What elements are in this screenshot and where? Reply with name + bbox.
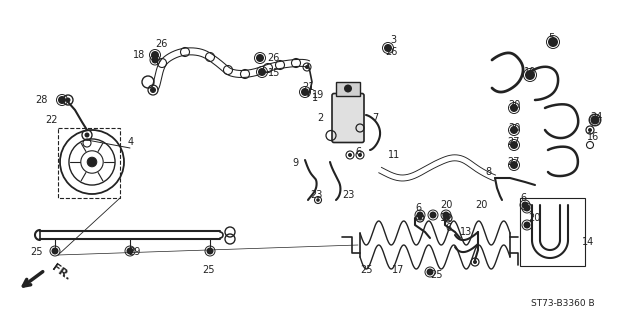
Circle shape — [151, 51, 159, 59]
Text: 17: 17 — [392, 265, 404, 275]
Circle shape — [548, 37, 558, 47]
Bar — [58, 128, 120, 198]
Text: 23: 23 — [310, 190, 323, 200]
Circle shape — [256, 54, 264, 62]
Text: 15: 15 — [268, 68, 280, 78]
Text: 1: 1 — [312, 93, 318, 103]
Circle shape — [417, 212, 424, 219]
Text: FR.: FR. — [50, 262, 72, 282]
FancyBboxPatch shape — [332, 93, 364, 142]
Circle shape — [152, 57, 159, 63]
Text: 2: 2 — [317, 113, 323, 123]
Text: ST73-B3360 B: ST73-B3360 B — [531, 299, 595, 308]
Text: 25: 25 — [202, 265, 214, 275]
Text: 12: 12 — [440, 213, 452, 223]
Text: 20: 20 — [508, 100, 520, 110]
Text: 20: 20 — [440, 200, 452, 210]
Circle shape — [348, 153, 352, 157]
Text: 22: 22 — [45, 115, 58, 125]
Circle shape — [522, 202, 529, 209]
Circle shape — [510, 104, 518, 112]
Text: 6: 6 — [355, 147, 361, 157]
Text: 28: 28 — [35, 95, 47, 105]
Circle shape — [384, 44, 392, 52]
Text: 14: 14 — [582, 237, 595, 247]
Circle shape — [510, 126, 518, 134]
Circle shape — [426, 268, 433, 276]
Text: 25: 25 — [360, 265, 372, 275]
Text: 19: 19 — [312, 90, 324, 100]
Text: 8: 8 — [485, 167, 491, 177]
Circle shape — [51, 247, 58, 254]
Circle shape — [591, 116, 599, 124]
Circle shape — [87, 157, 97, 167]
Text: 25: 25 — [30, 247, 42, 257]
Text: 24: 24 — [590, 112, 602, 122]
Circle shape — [588, 128, 592, 132]
Text: 10: 10 — [524, 67, 536, 77]
Text: 23: 23 — [342, 190, 355, 200]
Circle shape — [84, 132, 90, 138]
Text: 20: 20 — [475, 200, 488, 210]
Text: 13: 13 — [460, 227, 472, 237]
Text: 3: 3 — [390, 35, 396, 45]
Text: 21: 21 — [302, 82, 314, 92]
Circle shape — [127, 247, 134, 254]
Circle shape — [525, 70, 535, 80]
Text: 27: 27 — [507, 137, 520, 147]
Text: 20: 20 — [528, 213, 540, 223]
Text: 4: 4 — [128, 137, 134, 147]
Text: 20: 20 — [508, 123, 520, 133]
Text: 6: 6 — [520, 193, 526, 203]
Circle shape — [524, 221, 531, 228]
Circle shape — [358, 153, 362, 157]
Text: 18: 18 — [133, 50, 145, 60]
Circle shape — [446, 216, 450, 220]
Text: 11: 11 — [388, 150, 400, 160]
Text: 29: 29 — [128, 247, 140, 257]
Circle shape — [344, 84, 352, 92]
Circle shape — [524, 204, 531, 212]
Circle shape — [429, 212, 436, 219]
Text: 26: 26 — [267, 53, 280, 63]
Text: 7: 7 — [372, 113, 378, 123]
Text: 27: 27 — [507, 157, 520, 167]
Circle shape — [418, 216, 422, 220]
Circle shape — [207, 247, 214, 254]
Circle shape — [442, 212, 449, 219]
Circle shape — [65, 98, 70, 102]
Text: 6: 6 — [445, 223, 451, 233]
Circle shape — [305, 65, 309, 69]
Circle shape — [150, 87, 156, 92]
Text: 16: 16 — [587, 132, 599, 142]
Text: 5: 5 — [548, 33, 554, 43]
Circle shape — [58, 96, 66, 104]
Circle shape — [510, 141, 518, 149]
Circle shape — [316, 198, 320, 202]
Bar — [520, 198, 585, 266]
Text: 26: 26 — [385, 47, 397, 57]
Text: 25: 25 — [430, 270, 442, 280]
Text: 9: 9 — [292, 158, 298, 168]
Circle shape — [591, 116, 600, 124]
Bar — [336, 82, 360, 95]
Text: 6: 6 — [415, 203, 421, 213]
Circle shape — [510, 161, 518, 169]
Circle shape — [473, 260, 477, 264]
Circle shape — [258, 68, 266, 76]
Text: 26: 26 — [155, 39, 168, 49]
Circle shape — [301, 88, 309, 96]
